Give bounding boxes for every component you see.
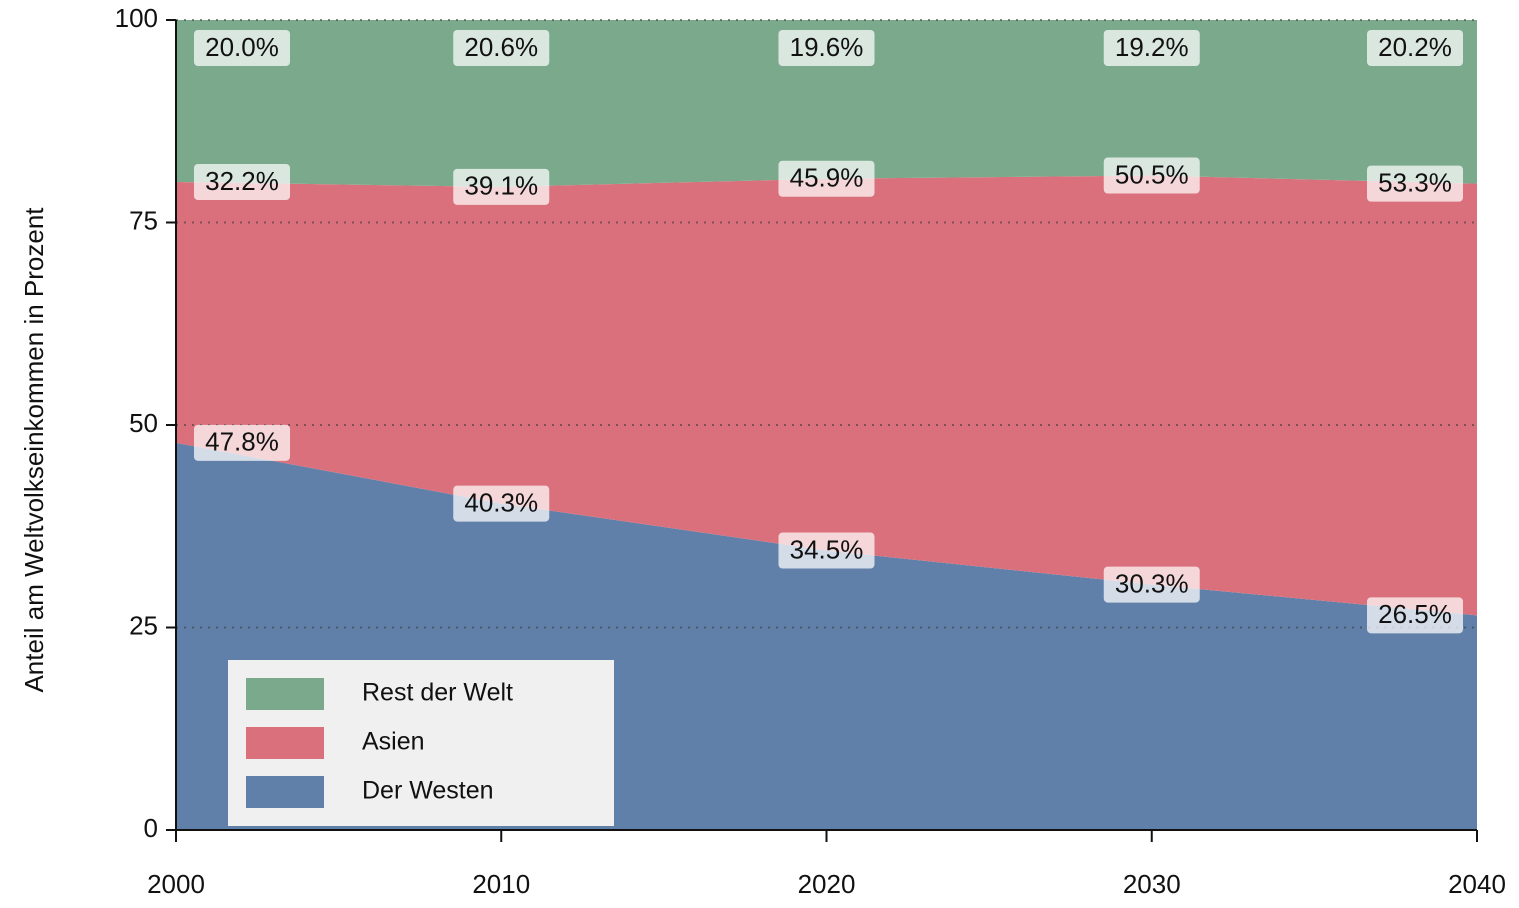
value-label: 40.3% <box>464 487 538 517</box>
value-label-bg <box>1367 165 1463 202</box>
value-label: 34.5% <box>790 534 864 564</box>
value-label-bg <box>1103 157 1200 194</box>
legend-label: Asien <box>362 728 425 756</box>
value-label: 45.9% <box>790 163 864 193</box>
value-label: 20.6% <box>464 32 538 62</box>
value-label: 19.2% <box>1115 32 1189 62</box>
x-tick-label: 2020 <box>798 869 856 899</box>
value-label: 53.3% <box>1378 167 1452 197</box>
legend-swatch <box>246 776 324 808</box>
legend-label: Der Westen <box>362 777 494 805</box>
value-label-bg <box>1103 566 1200 603</box>
x-tick-label: 2000 <box>147 869 205 899</box>
y-tick-label: 75 <box>129 205 158 235</box>
area <box>176 175 1477 616</box>
value-label: 26.5% <box>1378 599 1452 629</box>
value-label: 39.1% <box>464 171 538 201</box>
value-label-bg <box>1367 30 1463 66</box>
x-tick-label: 2010 <box>472 869 530 899</box>
legend-label: Rest der Welt <box>362 679 513 707</box>
value-label: 50.5% <box>1115 159 1189 189</box>
value-label-bg <box>194 164 290 200</box>
value-label-bg <box>1367 597 1463 634</box>
value-label-bg <box>453 30 550 66</box>
value-label: 47.8% <box>205 427 279 457</box>
value-label: 20.0% <box>205 32 279 62</box>
y-tick-label: 100 <box>115 3 158 33</box>
legend-swatch <box>246 727 324 759</box>
value-label-bg <box>453 485 550 522</box>
x-tick-label: 2030 <box>1123 869 1181 899</box>
value-label: 20.2% <box>1378 32 1452 62</box>
value-label-bg <box>1103 30 1200 66</box>
value-label-bg <box>778 30 875 66</box>
value-label-bg <box>194 424 290 461</box>
value-label-bg <box>778 160 875 197</box>
y-axis-label: Anteil am Weltvolkseinkommen in Prozent <box>19 207 49 693</box>
value-label-bg <box>778 532 875 569</box>
value-label: 32.2% <box>205 166 279 196</box>
y-tick-label: 50 <box>129 408 158 438</box>
x-tick-label: 2040 <box>1448 869 1506 899</box>
y-tick-label: 25 <box>129 610 158 640</box>
y-tick-label: 0 <box>144 813 158 843</box>
value-label-bg <box>194 30 290 66</box>
value-label-bg <box>453 168 550 205</box>
value-label: 30.3% <box>1115 568 1189 598</box>
legend-swatch <box>246 678 324 710</box>
value-label: 19.6% <box>790 32 864 62</box>
